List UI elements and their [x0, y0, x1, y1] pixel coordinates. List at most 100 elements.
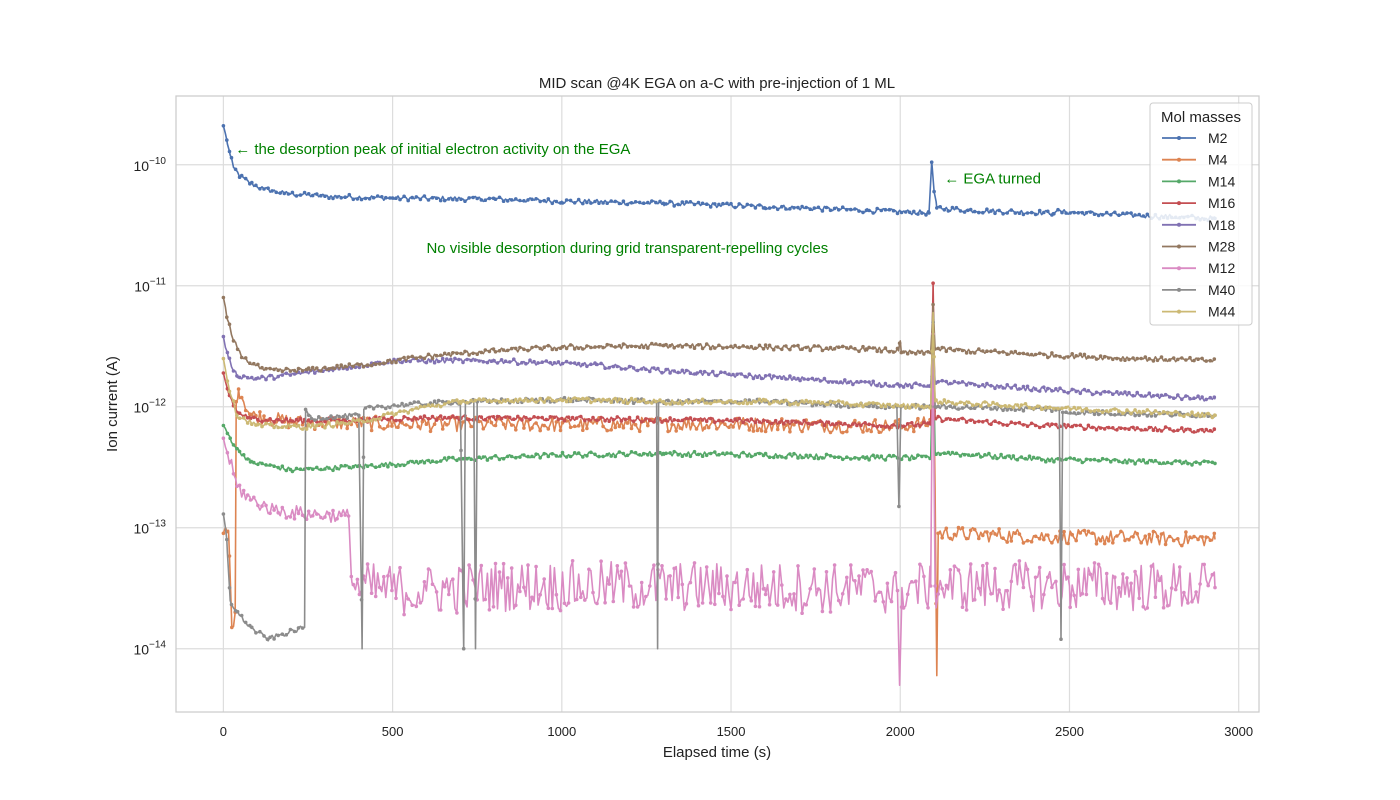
series-point [725, 451, 729, 455]
series-point [987, 403, 991, 408]
series-point [836, 208, 841, 212]
series-point [546, 396, 551, 400]
series-point [562, 395, 567, 400]
series-point [1104, 210, 1109, 215]
series-point [672, 449, 676, 454]
series-point [800, 611, 804, 615]
series-point [877, 430, 882, 435]
series-point [538, 428, 542, 433]
series-point [889, 599, 894, 604]
series-point [958, 400, 963, 405]
series-point [581, 396, 585, 401]
series-point [398, 357, 402, 362]
series-point [832, 400, 837, 405]
series-point [849, 563, 853, 567]
series-point [895, 588, 900, 593]
series-point [840, 344, 845, 349]
series-point [327, 466, 331, 470]
series-point [700, 346, 705, 351]
series-point [972, 420, 977, 425]
series-point [451, 351, 455, 355]
series-point [609, 428, 613, 432]
series-point [1131, 356, 1135, 360]
series-point [357, 413, 361, 418]
series-point [942, 398, 947, 402]
series-point [688, 454, 693, 459]
series-point [237, 416, 242, 421]
series-point [836, 598, 841, 603]
series-point [639, 580, 644, 585]
series-point [706, 425, 711, 430]
series-point [631, 366, 636, 370]
series-point [1084, 211, 1089, 215]
series-point [1157, 461, 1162, 466]
series-point [1129, 411, 1133, 416]
series-point [1082, 352, 1087, 357]
series-point [343, 463, 348, 468]
series-point [398, 565, 402, 570]
legend-marker [1177, 266, 1181, 271]
series-point [262, 187, 266, 191]
series-point [361, 455, 366, 460]
series-point [497, 349, 502, 353]
series-point [735, 372, 739, 377]
series-point [668, 416, 672, 420]
series-point [345, 416, 350, 421]
series-point [792, 376, 796, 380]
series-point [225, 315, 229, 320]
series-point [824, 452, 829, 457]
series-point [1039, 458, 1044, 462]
series-point [993, 532, 997, 536]
series-point [893, 570, 898, 575]
series-point [704, 342, 709, 346]
series-point [1100, 456, 1105, 461]
series-point [822, 423, 827, 428]
series-point [664, 597, 668, 601]
series-point [641, 451, 646, 456]
series-point [757, 343, 762, 348]
series-point [469, 398, 473, 403]
series-point [767, 373, 772, 377]
series-point [1149, 458, 1154, 463]
series-point [1206, 583, 1210, 588]
series-point [1096, 408, 1101, 413]
series-point [268, 635, 272, 640]
series-point [845, 429, 849, 434]
series-point [280, 425, 285, 430]
series-point [834, 404, 839, 408]
series-point [509, 423, 514, 427]
series-point [664, 202, 668, 206]
series-point [964, 383, 969, 387]
series-point [1029, 388, 1034, 393]
series-point [964, 608, 969, 612]
series-point [390, 415, 394, 420]
series-point [737, 603, 741, 607]
series-point [248, 361, 252, 366]
series-point [804, 602, 808, 607]
series-point [327, 367, 331, 371]
series-point [1121, 460, 1125, 465]
series-point [264, 463, 268, 467]
series-point [1117, 585, 1121, 590]
series-point [960, 380, 965, 384]
series-point [1033, 387, 1038, 391]
series-point [442, 351, 447, 356]
series-point [692, 346, 697, 351]
series-point [485, 458, 490, 462]
series-point [966, 208, 970, 213]
series-point [471, 195, 475, 200]
series-point [1086, 529, 1091, 534]
series-point [292, 423, 297, 428]
series-point [1068, 605, 1072, 610]
series-point [1023, 456, 1028, 461]
series-point [1035, 456, 1040, 460]
series-point [554, 199, 559, 204]
series-point [550, 452, 555, 456]
series-point [1153, 595, 1158, 599]
series-point [221, 436, 226, 441]
series-point [382, 412, 386, 417]
series-point [845, 346, 849, 350]
series-point [284, 516, 289, 520]
series-point [871, 404, 875, 409]
series-point [924, 404, 928, 409]
